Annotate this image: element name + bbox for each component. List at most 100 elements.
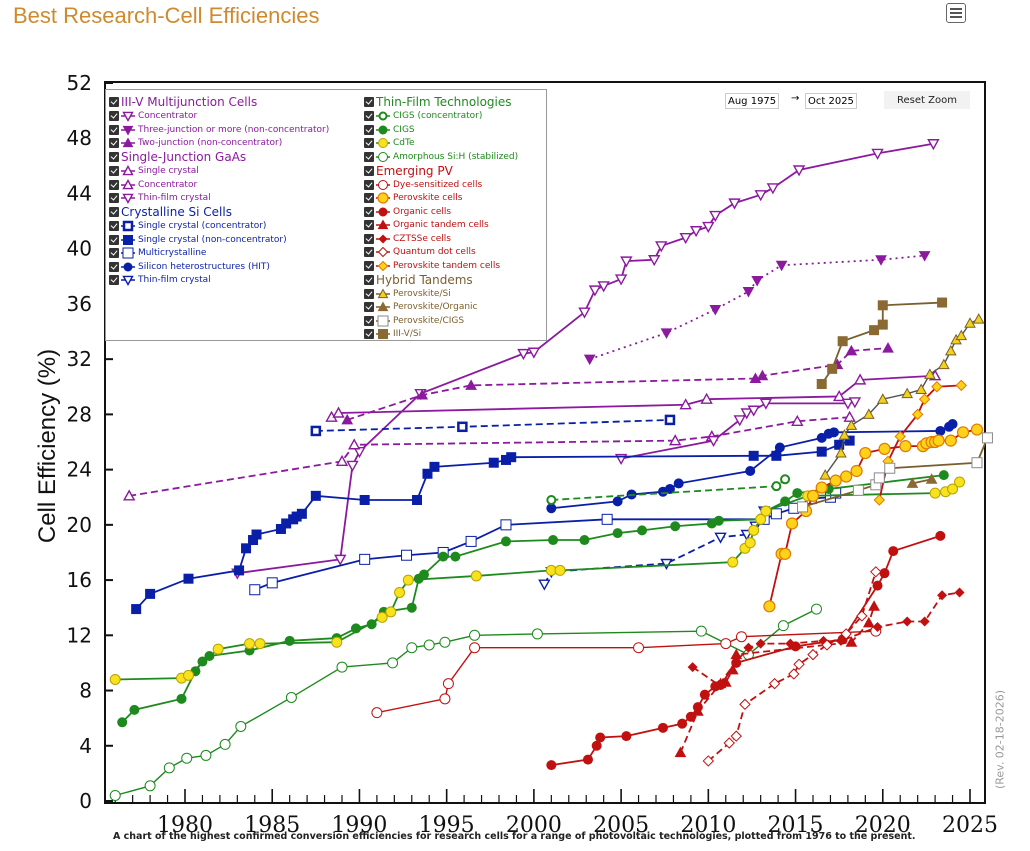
data-point[interactable] [394,587,406,599]
legend-item[interactable]: CZTSSe cells [364,232,518,246]
data-point[interactable] [877,300,888,311]
data-point[interactable] [702,221,715,234]
series-cigs-concentrator-[interactable] [546,474,791,505]
data-point[interactable] [775,260,788,272]
data-point[interactable] [720,638,732,650]
data-point[interactable] [848,397,862,409]
data-point[interactable] [852,484,864,496]
data-point[interactable] [841,398,855,410]
data-point[interactable] [422,468,433,479]
data-point[interactable] [739,698,751,711]
data-point[interactable] [554,564,566,576]
legend-checkbox[interactable] [364,193,374,204]
data-point[interactable] [531,628,543,640]
data-point[interactable] [353,446,366,459]
data-point[interactable] [766,183,780,195]
series-perovskite-organic[interactable] [906,473,938,488]
data-point[interactable] [131,604,142,615]
data-point[interactable] [935,425,946,436]
data-point[interactable] [788,668,800,680]
data-point[interactable] [964,317,976,328]
data-point[interactable] [465,535,477,547]
data-point[interactable] [871,148,884,160]
data-point[interactable] [845,636,858,647]
data-point[interactable] [371,707,383,719]
data-point[interactable] [810,603,822,615]
legend-checkbox[interactable] [109,179,119,190]
data-point[interactable] [754,190,767,202]
data-point[interactable] [442,678,454,690]
data-point[interactable] [929,487,941,499]
legend-checkbox[interactable] [109,234,119,245]
legend-checkbox[interactable] [364,274,374,285]
date-from-input[interactable]: Aug 1975 [725,93,780,109]
data-point[interactable] [359,553,371,565]
series-perovskite-si[interactable] [819,313,985,480]
data-point[interactable] [376,611,388,623]
data-point[interactable] [700,392,713,404]
data-point[interactable] [506,452,517,463]
data-point[interactable] [777,620,789,632]
legend-checkbox[interactable] [364,111,374,122]
data-point[interactable] [862,616,875,628]
data-point[interactable] [359,494,370,505]
data-point[interactable] [527,347,541,359]
data-point[interactable] [954,587,965,598]
data-point[interactable] [469,642,481,654]
data-point[interactable] [915,383,928,395]
data-point[interactable] [744,537,756,549]
series-quantum-dot-cells[interactable] [702,566,882,767]
data-point[interactable] [241,543,252,554]
legend-checkbox[interactable] [364,260,374,271]
data-point[interactable] [821,639,833,651]
data-point[interactable] [726,663,739,675]
data-point[interactable] [465,379,477,390]
legend-checkbox[interactable] [364,206,374,217]
data-point[interactable] [873,472,885,484]
data-point[interactable] [785,517,799,530]
legend-item[interactable]: Two-junction (non-concentrator) [109,137,329,151]
data-point[interactable] [723,737,735,749]
data-point[interactable] [792,488,803,499]
data-point[interactable] [702,755,715,767]
data-point[interactable] [412,494,423,505]
data-point[interactable] [335,454,349,467]
data-point[interactable] [469,629,481,641]
legend-checkbox[interactable] [109,166,119,177]
data-point[interactable] [439,636,451,648]
data-point[interactable] [387,657,399,669]
data-point[interactable] [770,508,782,520]
data-point[interactable] [406,602,417,613]
data-point[interactable] [937,358,950,370]
series-cztsse-cells[interactable] [687,587,965,691]
data-point[interactable] [768,677,781,690]
data-point[interactable] [742,286,755,298]
series-cdte[interactable] [109,476,966,685]
data-point[interactable] [807,648,819,661]
data-point[interactable] [310,425,322,437]
legend-checkbox[interactable] [109,97,119,108]
data-point[interactable] [657,722,668,733]
data-point[interactable] [843,410,856,422]
data-point[interactable] [546,494,557,505]
data-point[interactable] [176,693,187,704]
data-point[interactable] [660,558,673,570]
data-point[interactable] [735,631,747,643]
data-point[interactable] [687,662,698,673]
legend-checkbox[interactable] [109,138,119,149]
reset-zoom-button[interactable]: Reset Zoom [884,91,970,109]
data-point[interactable] [548,535,559,546]
legend-item[interactable]: Amorphous Si:H (stabilized) [364,150,518,164]
data-point[interactable] [219,738,231,750]
data-point[interactable] [538,579,551,591]
data-point[interactable] [674,746,687,758]
data-point[interactable] [956,426,970,439]
legend-item[interactable]: Single crystal (concentrator) [109,220,329,234]
data-point[interactable] [332,406,345,418]
legend-group[interactable]: Single-Junction GaAs [109,150,329,165]
legend-checkbox[interactable] [364,179,374,190]
data-point[interactable] [429,461,440,472]
data-point[interactable] [595,732,606,743]
data-point[interactable] [163,762,175,774]
